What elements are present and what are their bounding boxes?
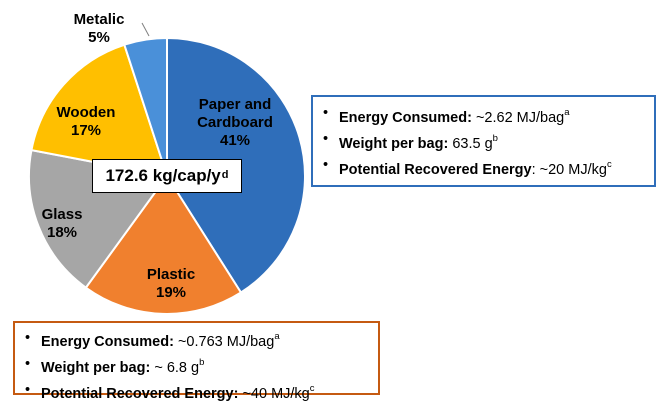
paper-weight-value: 63.5 g bbox=[448, 135, 493, 152]
paper-recovered-footnote: c bbox=[606, 158, 612, 170]
paper-bag-info-list: Energy Consumed: ~2.62 MJ/baga Weight pe… bbox=[323, 103, 644, 180]
plastic-recovered-energy: Potential Recovered Energy: ~40 MJ/kgc bbox=[25, 379, 368, 404]
paper-recovered-value: : ~20 MJ/kg bbox=[531, 161, 607, 178]
paper-energy-consumed: Energy Consumed: ~2.62 MJ/baga bbox=[323, 103, 644, 129]
total-annotation: 172.6 kg/cap/y d bbox=[92, 159, 242, 193]
slice-name: Paper and bbox=[199, 96, 272, 113]
paper-weight-per-bag: Weight per bag: 63.5 gb bbox=[323, 129, 644, 155]
pie-slice-wooden bbox=[30, 43, 169, 178]
plastic-energy-key: Energy Consumed: bbox=[41, 333, 174, 350]
paper-recovered-key: Potential Recovered Energy bbox=[339, 161, 532, 178]
pie-slice-plastic bbox=[84, 174, 243, 315]
metalic-leader-line bbox=[141, 22, 150, 37]
slice-percent: 5% bbox=[88, 29, 110, 46]
paper-recovered-energy: Potential Recovered Energy: ~20 MJ/kgc bbox=[323, 155, 644, 181]
slice-percent: 18% bbox=[47, 224, 77, 241]
plastic-recovered-value: ~40 MJ/kg bbox=[238, 385, 310, 402]
plastic-energy-footnote: a bbox=[274, 331, 280, 342]
slice-percent: 41% bbox=[220, 132, 250, 149]
paper-weight-footnote: b bbox=[492, 132, 498, 144]
slice-name: Plastic bbox=[147, 266, 195, 283]
slice-label-glass: Glass 18% bbox=[42, 206, 83, 241]
slice-label-plastic: Plastic 19% bbox=[147, 266, 195, 301]
slice-label-paper-and-cardboard: Paper and Cardboard 41% bbox=[197, 96, 273, 149]
plastic-bag-info-box: Energy Consumed: ~0.763 MJ/baga Weight p… bbox=[13, 321, 380, 401]
paper-weight-key: Weight per bag: bbox=[339, 135, 449, 152]
slice-name: Metalic bbox=[74, 11, 125, 28]
plastic-energy-consumed: Energy Consumed: ~0.763 MJ/baga bbox=[25, 327, 368, 353]
plastic-weight-key: Weight per bag: bbox=[41, 359, 151, 376]
slice-name: Wooden bbox=[57, 104, 116, 121]
paper-bag-info-box: Energy Consumed: ~2.62 MJ/baga Weight pe… bbox=[311, 95, 656, 187]
slice-percent: 19% bbox=[156, 284, 186, 301]
pie-slice-metalic bbox=[123, 36, 168, 177]
total-footnote: d bbox=[221, 169, 229, 181]
plastic-recovered-footnote: c bbox=[309, 382, 315, 394]
plastic-recovered-key: Potential Recovered Energy: bbox=[41, 385, 239, 402]
plastic-bag-info-list: Energy Consumed: ~0.763 MJ/baga Weight p… bbox=[25, 327, 368, 404]
plastic-weight-footnote: b bbox=[199, 356, 205, 368]
plastic-weight-per-bag: Weight per bag: ~ 6.8 gb bbox=[25, 353, 368, 379]
slice-name: Glass bbox=[42, 206, 83, 223]
paper-energy-value: ~2.62 MJ/bag bbox=[471, 109, 565, 126]
slice-label-metalic: Metalic 5% bbox=[74, 11, 125, 46]
paper-energy-footnote: a bbox=[564, 107, 570, 118]
slice-percent: 17% bbox=[71, 122, 101, 139]
plastic-energy-value: ~0.763 MJ/bag bbox=[173, 333, 275, 350]
slice-label-wooden: Wooden 17% bbox=[57, 104, 116, 139]
slice-name: Cardboard bbox=[197, 114, 273, 131]
plastic-weight-value: ~ 6.8 g bbox=[150, 359, 200, 376]
paper-energy-key: Energy Consumed: bbox=[339, 109, 472, 126]
total-value: 172.6 kg/cap/y bbox=[105, 166, 221, 185]
